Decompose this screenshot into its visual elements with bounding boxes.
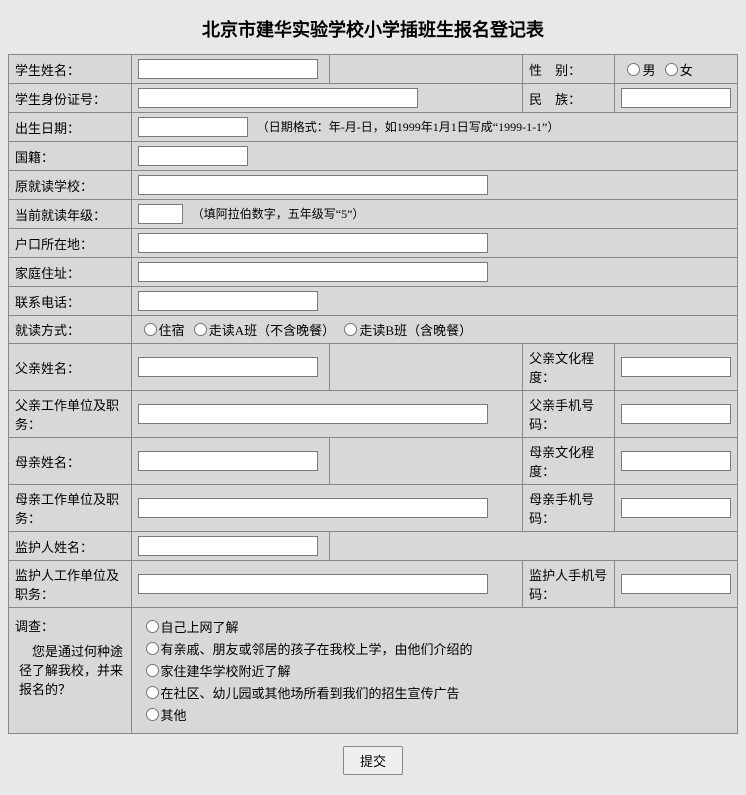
guardian-work-input[interactable] xyxy=(138,574,488,594)
mother-edu-input[interactable] xyxy=(621,451,731,471)
gender-female-radio[interactable] xyxy=(665,63,678,76)
label-birthdate: 出生日期： xyxy=(9,113,132,142)
label-mother-name: 母亲姓名： xyxy=(9,438,132,485)
label-father-phone: 父亲手机号码： xyxy=(523,391,615,438)
hukou-input[interactable] xyxy=(138,233,488,253)
mother-work-input[interactable] xyxy=(138,498,488,518)
father-name-input[interactable] xyxy=(138,357,318,377)
mode-daya-label: 走读A班（不含晚餐） xyxy=(209,323,335,338)
survey-opt1-label: 自己上网了解 xyxy=(161,620,239,635)
label-home-address: 家庭住址： xyxy=(9,258,132,287)
page-title: 北京市建华实验学校小学插班生报名登记表 xyxy=(8,16,738,42)
prev-school-input[interactable] xyxy=(138,175,488,195)
survey-opt1-radio[interactable] xyxy=(146,620,159,633)
label-nationality: 国籍： xyxy=(9,142,132,171)
label-guardian-name: 监护人姓名： xyxy=(9,532,132,561)
birthdate-hint: （日期格式：年-月-日，如1999年1月1日写成“1999-1-1”） xyxy=(257,120,560,134)
label-father-work: 父亲工作单位及职务： xyxy=(9,391,132,438)
contact-phone-input[interactable] xyxy=(138,291,318,311)
label-contact-phone: 联系电话： xyxy=(9,287,132,316)
survey-opt3-radio[interactable] xyxy=(146,664,159,677)
father-work-input[interactable] xyxy=(138,404,488,424)
survey-opt3-label: 家住建华学校附近了解 xyxy=(161,664,291,679)
student-name-input[interactable] xyxy=(138,59,318,79)
submit-row: 提交 xyxy=(8,734,738,787)
mode-boarding-label: 住宿 xyxy=(159,323,185,338)
survey-opt2-radio[interactable] xyxy=(146,642,159,655)
birthdate-input[interactable] xyxy=(138,117,248,137)
gender-male-radio[interactable] xyxy=(627,63,640,76)
father-phone-input[interactable] xyxy=(621,404,731,424)
registration-table: 学生姓名： 性 别： 男 女 学生身份证号： 民 族： 出生日期： （日期格式：… xyxy=(8,54,738,734)
mode-boarding-radio[interactable] xyxy=(144,323,157,336)
nationality-input[interactable] xyxy=(138,146,248,166)
home-address-input[interactable] xyxy=(138,262,488,282)
survey-opt5-label: 其他 xyxy=(161,708,187,723)
label-mother-edu: 母亲文化程度： xyxy=(523,438,615,485)
father-edu-input[interactable] xyxy=(621,357,731,377)
label-current-grade: 当前就读年级： xyxy=(9,200,132,229)
current-grade-input[interactable] xyxy=(138,204,183,224)
label-study-mode: 就读方式： xyxy=(9,316,132,344)
label-ethnicity: 民 族： xyxy=(523,84,615,113)
survey-opt5-radio[interactable] xyxy=(146,708,159,721)
gender-female-label: 女 xyxy=(680,63,693,78)
ethnicity-input[interactable] xyxy=(621,88,731,108)
label-guardian-phone: 监护人手机号码： xyxy=(523,561,615,608)
id-number-input[interactable] xyxy=(138,88,418,108)
guardian-phone-input[interactable] xyxy=(621,574,731,594)
guardian-name-input[interactable] xyxy=(138,536,318,556)
label-father-name: 父亲姓名： xyxy=(9,344,132,391)
label-mother-phone: 母亲手机号码： xyxy=(523,485,615,532)
label-gender: 性 别： xyxy=(523,55,615,84)
mode-daya-radio[interactable] xyxy=(194,323,207,336)
label-hukou: 户口所在地： xyxy=(9,229,132,258)
survey-opt2-label: 有亲戚、朋友或邻居的孩子在我校上学，由他们介绍的 xyxy=(161,642,473,657)
survey-opt4-radio[interactable] xyxy=(146,686,159,699)
mother-phone-input[interactable] xyxy=(621,498,731,518)
label-guardian-work: 监护人工作单位及职务： xyxy=(9,561,132,608)
label-mother-work: 母亲工作单位及职务： xyxy=(9,485,132,532)
grade-hint: （填阿拉伯数字，五年级写“5”） xyxy=(192,207,365,221)
survey-question: 您是通过何种途径了解我校，并来报名的？ xyxy=(15,641,125,698)
label-father-edu: 父亲文化程度： xyxy=(523,344,615,391)
mode-dayb-radio[interactable] xyxy=(344,323,357,336)
submit-button[interactable]: 提交 xyxy=(343,746,403,775)
mode-dayb-label: 走读B班（含晚餐） xyxy=(359,323,472,338)
gender-male-label: 男 xyxy=(642,63,655,78)
label-id-number: 学生身份证号： xyxy=(9,84,132,113)
label-survey: 调查： xyxy=(15,619,54,634)
survey-opt4-label: 在社区、幼儿园或其他场所看到我们的招生宣传广告 xyxy=(161,686,460,701)
label-student-name: 学生姓名： xyxy=(9,55,132,84)
label-prev-school: 原就读学校： xyxy=(9,171,132,200)
mother-name-input[interactable] xyxy=(138,451,318,471)
